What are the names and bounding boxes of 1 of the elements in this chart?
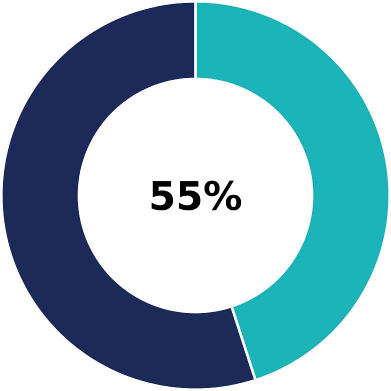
text: 55% xyxy=(152,180,242,210)
